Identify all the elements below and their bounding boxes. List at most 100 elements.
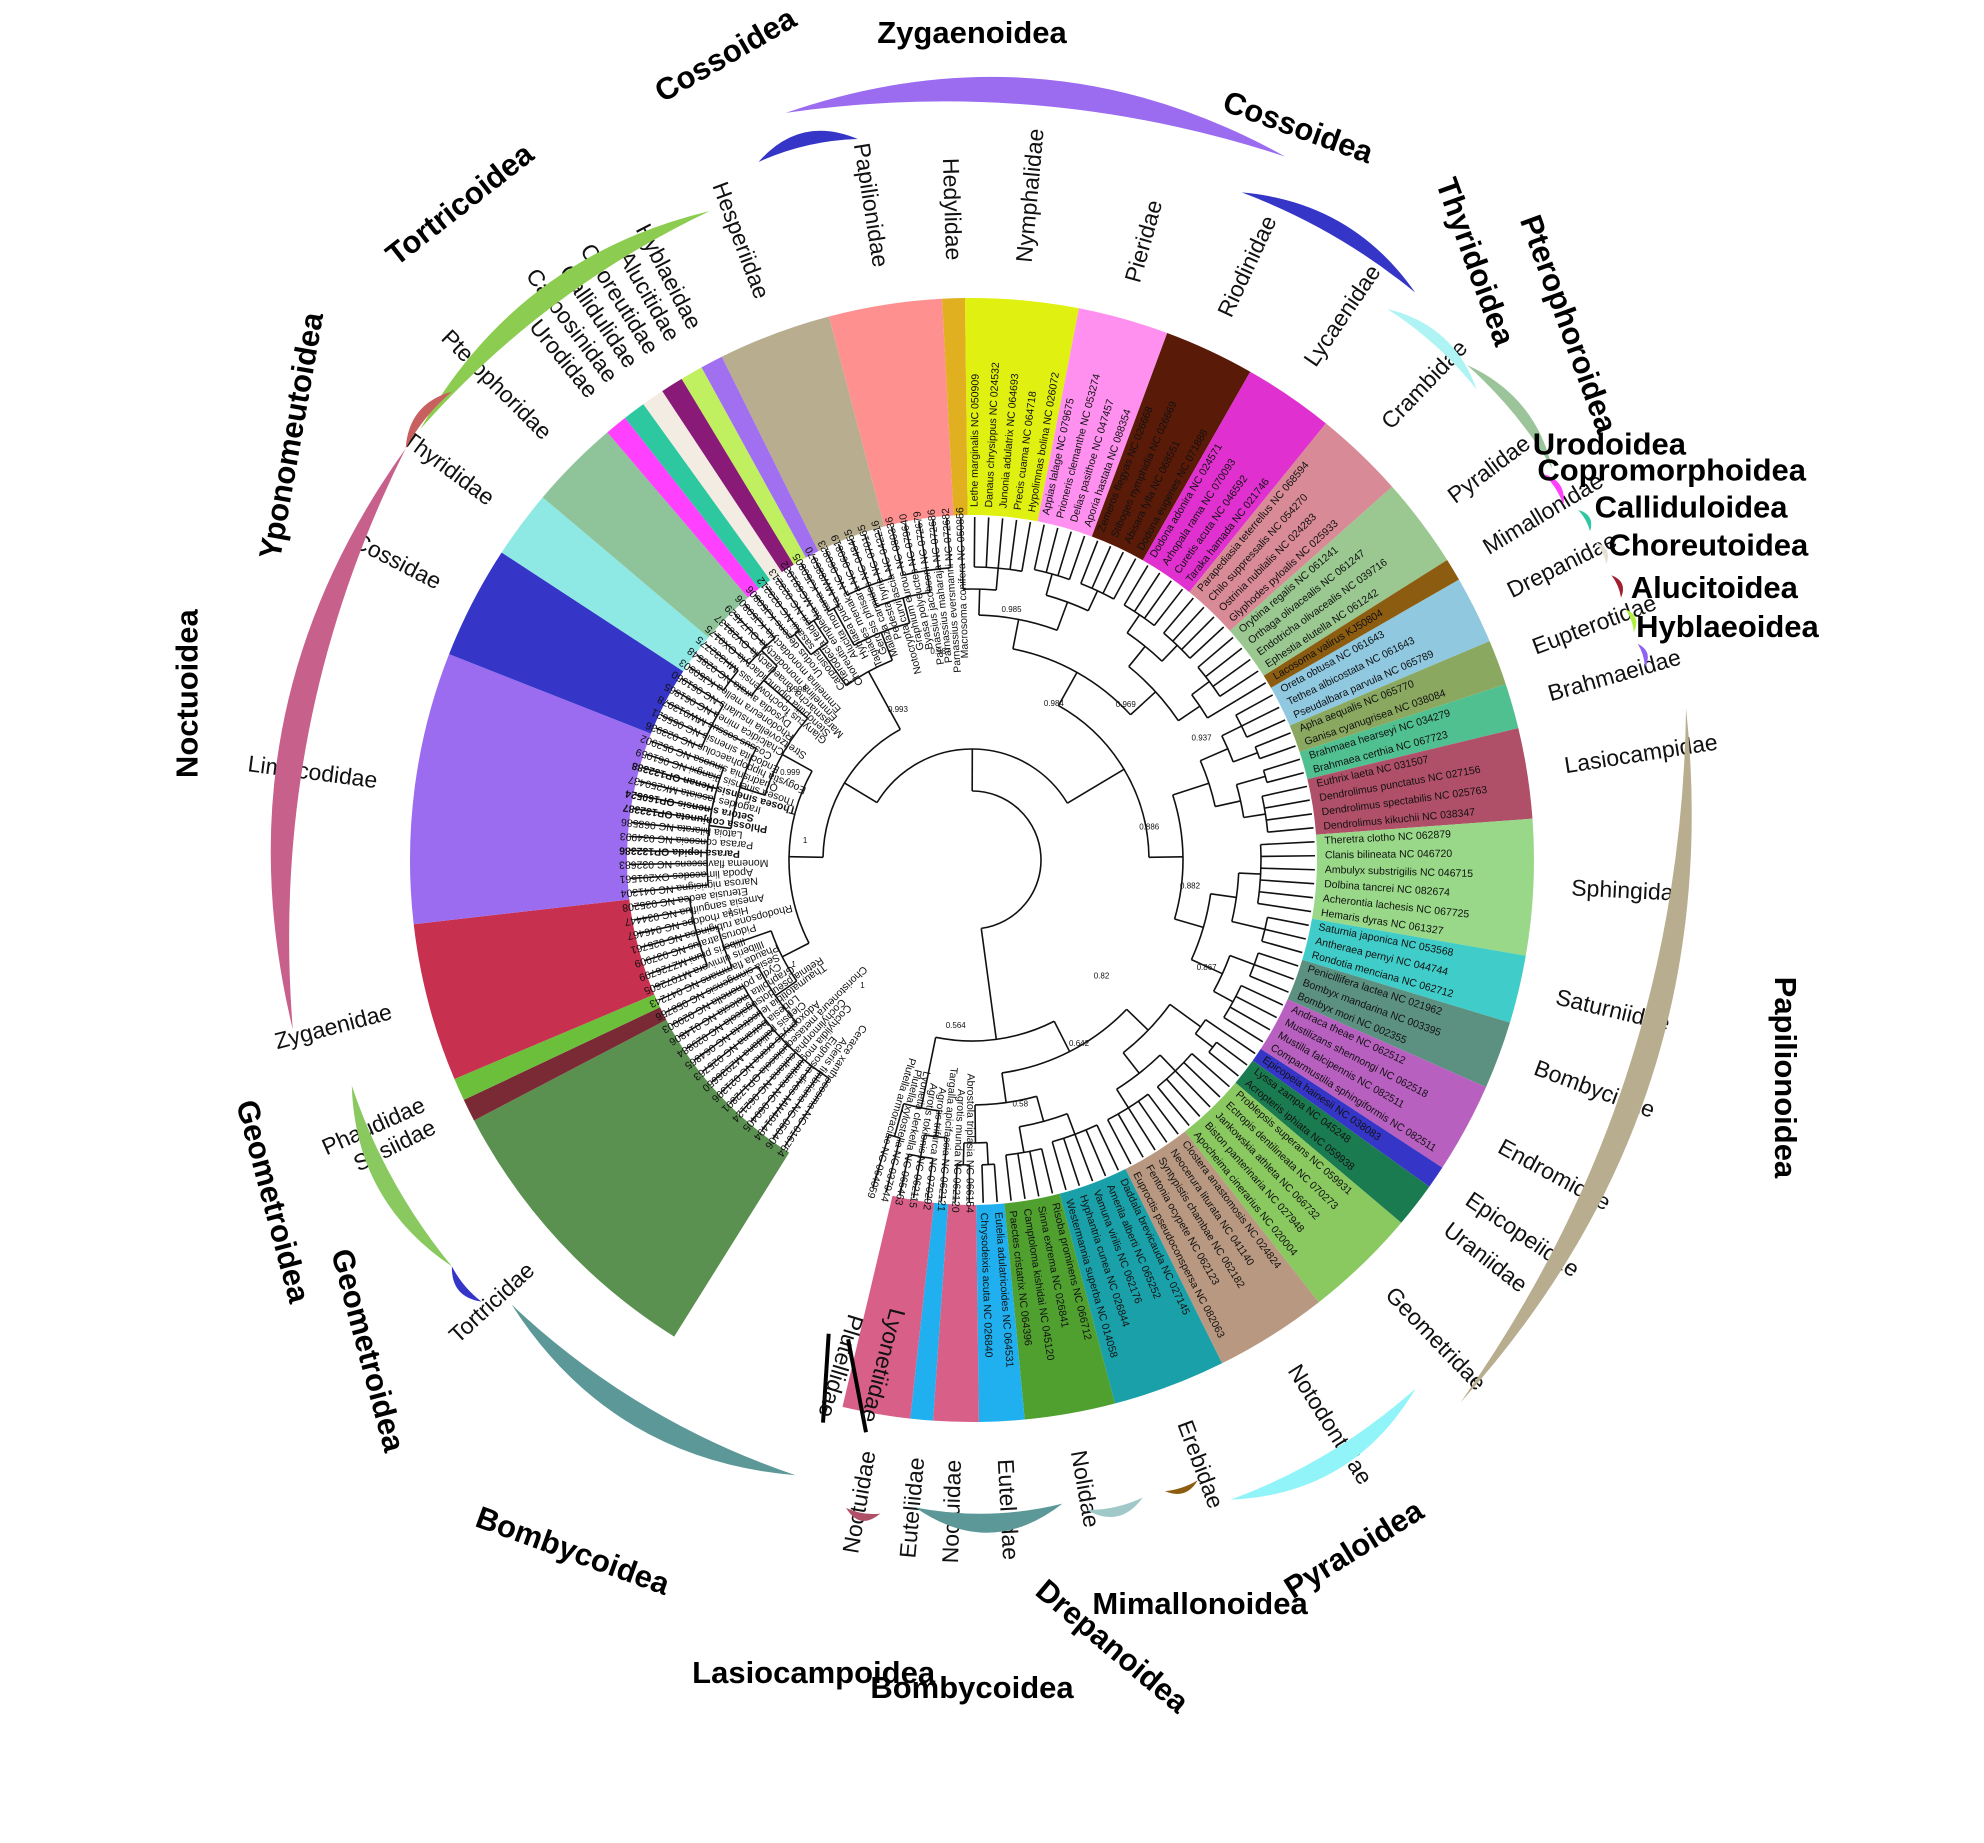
tip-branch — [1005, 1154, 1012, 1201]
tip-branch — [776, 577, 798, 607]
tip-branch — [705, 643, 739, 672]
internal-branch — [893, 1103, 905, 1137]
internal-branch — [1200, 748, 1229, 762]
tip-branch — [997, 518, 1004, 569]
clade-arc — [716, 926, 733, 968]
internal-branch — [1066, 1113, 1076, 1135]
superfamily-arc-papilionoidea — [1460, 708, 1692, 1403]
clade-arc — [822, 728, 901, 858]
sector-tortricidae — [473, 1019, 790, 1337]
tip-branch — [630, 884, 709, 894]
internal-branch — [1001, 1072, 1007, 1103]
tip-label: Clanis bilineata NC 046720 — [1325, 848, 1453, 862]
family-label-crambidae: Crambidae — [1376, 335, 1473, 434]
tip-branch — [800, 562, 819, 593]
tip-branch — [1246, 719, 1286, 738]
sector-choreutidae — [662, 378, 794, 573]
internal-branch — [1066, 768, 1125, 804]
family-label-pyralidae: Pyralidae — [1443, 430, 1535, 508]
tip-branch — [719, 1036, 782, 1094]
tip-branch — [772, 1072, 822, 1140]
internal-branch — [763, 679, 809, 719]
tip-branch — [918, 521, 928, 571]
internal-branch — [1129, 691, 1157, 716]
superfamily-label-lasiocampoidea: Lasiocampoidea — [692, 1655, 936, 1690]
tip-branch — [629, 873, 708, 880]
tip-branch — [1127, 1107, 1156, 1151]
tip-branch — [666, 701, 713, 727]
internal-branch — [1238, 872, 1261, 875]
tip-branch — [904, 523, 916, 573]
tip-branch — [1123, 565, 1149, 606]
clade-arc — [903, 1102, 940, 1112]
internal-branch — [1087, 590, 1099, 612]
sector-hesperiidae — [721, 316, 885, 552]
tip-branch — [696, 654, 732, 681]
tip-branch — [677, 994, 749, 1038]
tip-branch — [1260, 840, 1315, 846]
internal-branch — [980, 928, 998, 1040]
tip-branch — [1235, 694, 1274, 716]
tip-branch — [1117, 1113, 1144, 1158]
clade-arc — [1254, 746, 1261, 759]
tip-branch — [638, 780, 715, 800]
internal-branch — [828, 585, 840, 607]
tip-branch — [693, 1011, 761, 1062]
tip-branch — [1040, 1148, 1054, 1194]
tip-branch — [1205, 647, 1243, 678]
tip-branch — [1133, 572, 1161, 612]
tip-branch — [1216, 1041, 1248, 1066]
tip-branch — [871, 1155, 884, 1189]
superfamily-label-geometroidea: Geometroidea — [324, 1245, 412, 1456]
sector-euteliidae — [910, 1202, 949, 1421]
clade-arc — [1262, 770, 1268, 783]
internal-branch — [794, 633, 812, 656]
family-label-riodinidae: Riodinidae — [1212, 211, 1282, 321]
internal-branch — [986, 1142, 989, 1165]
internal-branch — [694, 965, 759, 999]
superfamily-arc-mimallonoidea — [1164, 1480, 1198, 1494]
internal-branch — [817, 591, 830, 612]
internal-branch — [709, 824, 732, 830]
internal-branch — [934, 1110, 940, 1137]
superfamily-label-noctuoidea: Noctuoidea — [170, 609, 205, 779]
sector-cossidae — [449, 552, 684, 734]
tip-branch — [1051, 1141, 1067, 1191]
internal-branch — [1126, 1008, 1149, 1031]
internal-branch — [813, 620, 829, 643]
tip-branch — [812, 555, 830, 587]
sector-sphingidae — [1311, 818, 1534, 956]
support-value: 0.993 — [888, 705, 909, 714]
internal-branch — [1191, 958, 1223, 975]
tip-branch — [1241, 706, 1280, 727]
internal-branch — [1057, 671, 1078, 706]
tip-branch — [1257, 902, 1312, 913]
family-label-nymphalidae: Nymphalidae — [1011, 127, 1049, 263]
superfamily-label-pterophoroidea: Pterophoroidea — [1513, 210, 1624, 438]
sector-pterophoridae — [542, 432, 749, 638]
sector-papilionidae — [828, 298, 954, 527]
family-label-lycaenidae: Lycaenidae — [1298, 260, 1385, 371]
sector-euteliidae — [976, 1203, 1025, 1422]
family-label-erebidae: Erebidae — [1172, 1416, 1229, 1511]
clade-arc — [1190, 893, 1212, 960]
internal-branch — [1213, 990, 1234, 1003]
internal-branch — [833, 608, 855, 646]
internal-branch — [881, 1134, 890, 1156]
superfamily-label-cossoidea: Cossoidea — [649, 0, 803, 109]
tip-branch — [648, 954, 704, 975]
internal-branch — [1215, 800, 1241, 808]
tip-branch — [1261, 785, 1308, 798]
sector-nymphalidae — [964, 298, 1079, 522]
tip-branch — [1172, 606, 1205, 642]
support-value: 1 — [803, 836, 808, 845]
clade-arc — [748, 637, 776, 665]
tip-branch — [1143, 580, 1172, 619]
clade-arc — [1122, 1003, 1171, 1054]
support-value: 0.642 — [1069, 1039, 1090, 1048]
tip-branch — [1259, 745, 1296, 760]
superfamily-arc-yponomeutoidea — [405, 391, 452, 449]
support-value: 0.987 — [930, 647, 951, 656]
sector-noctuidae — [933, 1204, 979, 1423]
tip-branch — [723, 622, 758, 656]
